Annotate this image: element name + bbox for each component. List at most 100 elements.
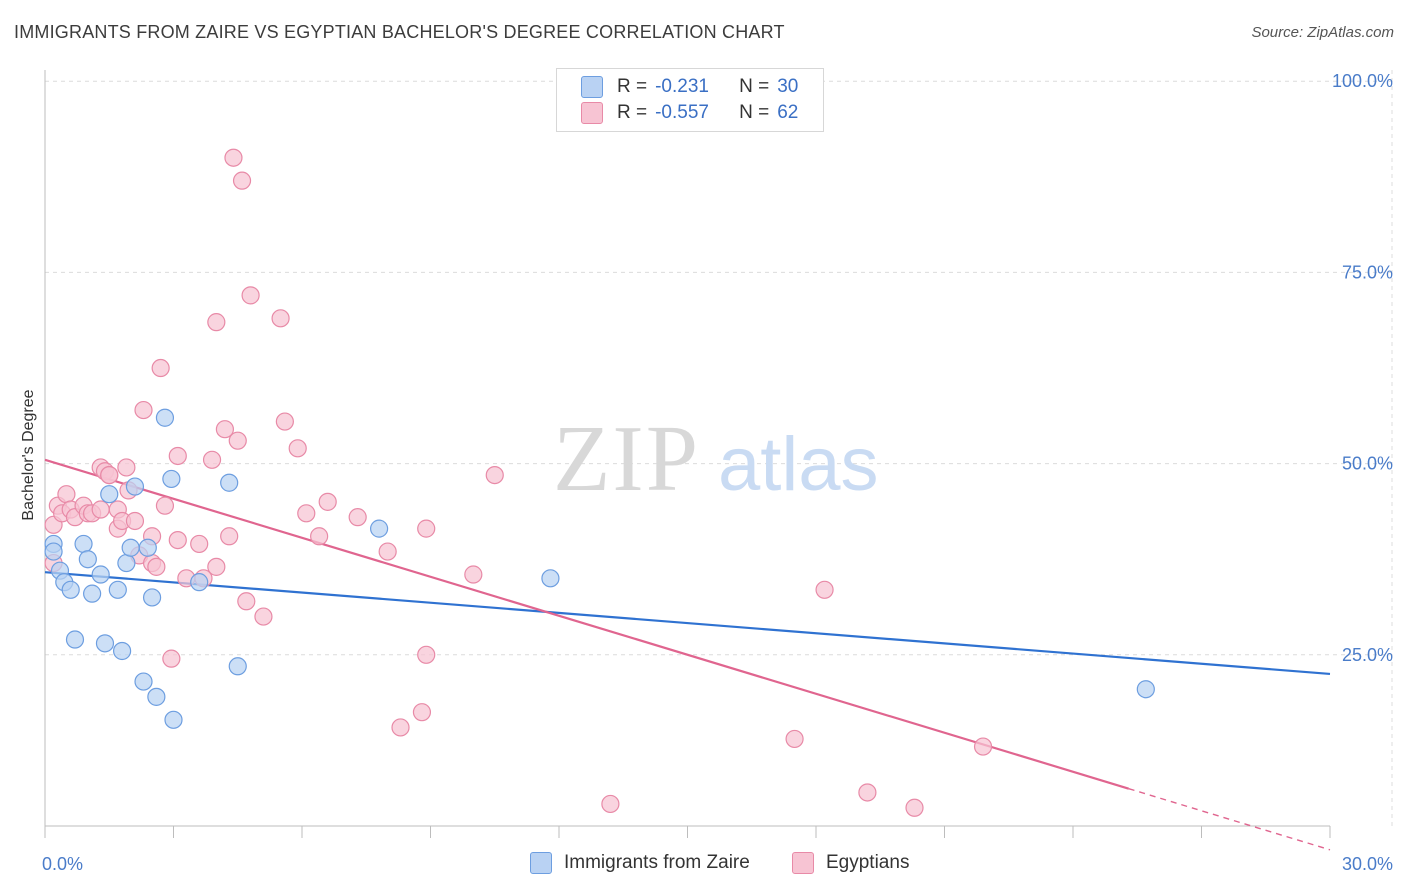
bottom-legend-swatch-egyptians xyxy=(792,852,814,874)
x-tick-label: 0.0% xyxy=(42,854,83,874)
point-zaire xyxy=(142,588,162,607)
point-egyptians xyxy=(91,500,110,519)
point-egyptians xyxy=(168,530,187,550)
point-zaire xyxy=(147,687,166,706)
point-egyptians xyxy=(601,794,620,814)
y-tick-label: 75.0% xyxy=(1342,262,1393,282)
watermark-atlas: atlas xyxy=(718,422,879,507)
point-egyptians xyxy=(125,511,145,531)
point-zaire xyxy=(112,641,132,661)
point-zaire xyxy=(78,550,97,569)
data-points xyxy=(44,148,1155,817)
legend-row-zaire: R = -0.231 N = 30 xyxy=(581,75,798,99)
point-egyptians xyxy=(215,420,234,439)
point-egyptians xyxy=(155,496,175,515)
legend-n-value: 30 xyxy=(777,76,799,97)
point-egyptians xyxy=(785,729,804,749)
trend-line-zaire xyxy=(44,571,1331,676)
legend: R = -0.231 N = 30 R = -0.557 N = 62 xyxy=(556,68,824,132)
point-zaire xyxy=(134,672,153,691)
point-egyptians xyxy=(162,649,181,668)
point-egyptians xyxy=(485,465,504,485)
point-zaire xyxy=(125,477,145,496)
bottom-legend-zaire: Immigrants from Zaire xyxy=(530,852,750,874)
point-egyptians xyxy=(417,519,436,538)
y-axis-label: Bachelor's Degree xyxy=(20,389,37,520)
point-zaire xyxy=(83,584,102,603)
point-egyptians xyxy=(815,580,834,599)
bottom-legend-label-zaire: Immigrants from Zaire xyxy=(564,852,750,873)
point-egyptians xyxy=(151,358,170,378)
legend-swatch-zaire xyxy=(581,76,603,98)
point-zaire xyxy=(155,408,175,427)
legend-r-value: -0.557 xyxy=(655,102,709,123)
point-zaire xyxy=(74,534,93,554)
point-zaire xyxy=(95,634,115,653)
point-egyptians xyxy=(288,439,307,458)
point-zaire xyxy=(61,580,80,599)
point-egyptians xyxy=(190,534,209,554)
point-zaire xyxy=(1136,680,1155,699)
point-egyptians xyxy=(310,527,329,546)
legend-n-value: 62 xyxy=(777,102,799,123)
point-egyptians xyxy=(858,783,877,802)
point-zaire xyxy=(228,657,247,676)
chart-title: IMMIGRANTS FROM ZAIRE VS EGYPTIAN BACHEL… xyxy=(14,22,785,42)
point-egyptians xyxy=(464,565,483,584)
point-egyptians xyxy=(391,718,410,737)
point-zaire xyxy=(108,580,127,599)
point-egyptians xyxy=(147,557,166,576)
trend-line-egyptians xyxy=(44,458,1130,790)
point-zaire xyxy=(100,485,119,504)
point-egyptians xyxy=(100,465,119,485)
bottom-legend-egyptians: Egyptians xyxy=(792,852,909,874)
bottom-legend-swatch-zaire xyxy=(530,852,552,874)
tick-labels: 25.0% 50.0% 75.0% 100.0% 0.0% 30.0% xyxy=(42,71,1393,874)
point-zaire xyxy=(164,710,183,729)
point-egyptians xyxy=(297,504,316,523)
point-egyptians xyxy=(134,400,153,420)
legend-row-egyptians: R = -0.557 N = 62 xyxy=(581,101,798,125)
grid-lines xyxy=(45,70,1393,826)
point-egyptians xyxy=(237,592,256,611)
trend-lines xyxy=(44,458,1331,851)
point-egyptians xyxy=(228,431,247,450)
legend-n-label: N = xyxy=(739,102,770,123)
watermark: ZIP atlas xyxy=(553,407,879,511)
point-zaire xyxy=(541,569,560,588)
point-zaire xyxy=(162,469,181,489)
point-egyptians xyxy=(271,309,290,328)
point-egyptians xyxy=(220,527,239,546)
point-egyptians xyxy=(241,286,260,305)
point-egyptians xyxy=(117,458,136,477)
point-zaire xyxy=(370,519,389,538)
point-zaire xyxy=(44,542,63,561)
point-egyptians xyxy=(57,485,76,504)
point-egyptians xyxy=(417,645,436,664)
point-egyptians xyxy=(348,508,367,527)
legend-r-value: -0.231 xyxy=(655,76,709,97)
point-egyptians xyxy=(202,450,222,469)
legend-swatch-egyptians xyxy=(581,102,603,124)
point-egyptians xyxy=(275,412,294,431)
axes xyxy=(44,70,1331,838)
y-tick-label: 100.0% xyxy=(1332,71,1393,91)
y-tick-label: 25.0% xyxy=(1342,645,1393,665)
watermark-zip: ZIP xyxy=(553,407,700,511)
point-egyptians xyxy=(168,446,187,466)
point-egyptians xyxy=(207,313,226,332)
point-egyptians xyxy=(318,492,337,511)
point-egyptians xyxy=(254,607,273,626)
chart-source: Source: ZipAtlas.com xyxy=(1251,24,1394,41)
y-tick-label: 50.0% xyxy=(1342,454,1393,474)
point-zaire xyxy=(91,565,110,584)
legend-r-label: R = xyxy=(617,102,648,123)
bottom-legend-label-egyptians: Egyptians xyxy=(826,852,910,873)
point-egyptians xyxy=(973,737,993,756)
x-tick-label: 30.0% xyxy=(1342,854,1393,874)
point-zaire xyxy=(138,538,157,557)
point-egyptians xyxy=(224,148,243,167)
point-zaire xyxy=(117,553,136,573)
point-egyptians xyxy=(207,557,226,576)
